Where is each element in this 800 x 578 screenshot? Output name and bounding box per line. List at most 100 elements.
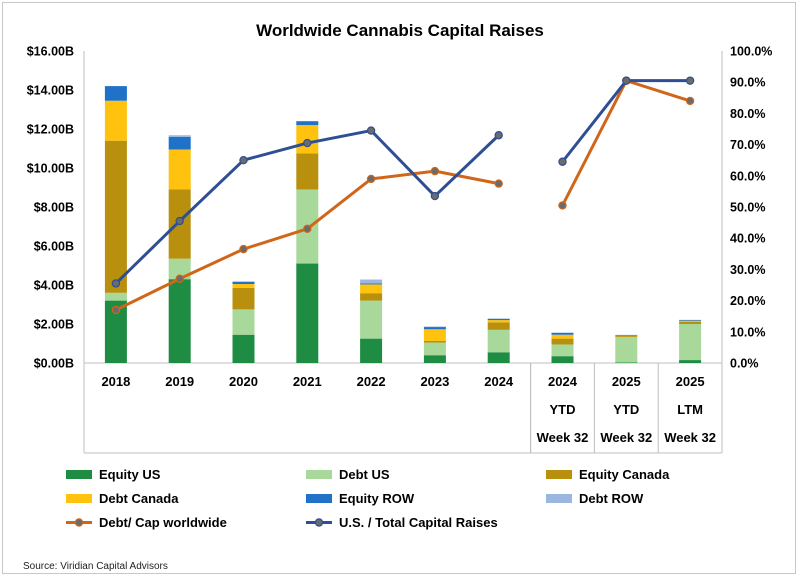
bar-segment [168,135,191,137]
x-tick-label: LTM [677,402,703,417]
series-marker [303,138,312,148]
series-marker [558,157,567,166]
bar-segment [551,332,574,335]
y-right-tick-label: 80.0% [730,107,765,121]
x-tick-label: 2018 [101,374,130,389]
bar-segment [232,281,255,285]
y-left-tick-label: $2.00B [34,318,74,332]
bar-segment [679,324,702,361]
series-marker [239,155,248,165]
bar-segment [168,136,191,150]
bar-segment [296,153,319,190]
bar-segment [104,100,127,141]
x-tick-label: 2023 [420,374,449,389]
x-tick-label: 2024 [548,374,578,389]
bar-segment [232,309,255,335]
y-right-tick-label: 90.0% [730,76,765,90]
legend-label: Equity ROW [339,491,415,506]
y-right-tick-label: 40.0% [730,232,765,246]
y-right-tick-label: 10.0% [730,325,765,339]
bar-segment [423,355,446,363]
legend-swatch [546,494,572,503]
bar-segment [104,86,127,101]
series-marker [239,244,248,254]
bar-segment [487,329,510,353]
series-marker [430,191,440,201]
bar-segment [360,293,383,301]
x-tick-label: YTD [613,402,639,417]
x-tick-label: 2024 [484,374,514,389]
bar-segment [296,121,319,126]
bar-segment [679,321,702,324]
bar-segment [551,356,574,363]
bar-segment [423,326,446,330]
y-right-tick-label: 20.0% [730,294,765,308]
legend-swatch [66,470,92,479]
bar-segment [232,284,255,288]
chart-title: Worldwide Cannabis Capital Raises [256,21,544,40]
bar-segment [487,320,510,323]
series-marker [303,224,312,234]
y-left-tick-label: $10.00B [27,162,74,176]
series-marker [111,279,121,288]
y-right-tick-label: 100.0% [730,45,772,59]
y-right-tick-label: 70.0% [730,138,765,152]
series-line [114,79,691,285]
series-marker [494,131,503,140]
legend-label: Debt ROW [579,491,644,506]
y-left-tick-label: $16.00B [27,45,74,59]
y-left-tick-label: $0.00B [34,357,74,371]
series-marker [111,305,121,315]
series-marker [430,166,440,176]
source-note: Source: Viridian Capital Advisors [23,561,168,572]
y-left-tick-label: $12.00B [27,123,74,137]
y-left-tick-label: $14.00B [27,84,74,98]
bar-segment [296,263,319,363]
bar-segment [360,338,383,363]
y-left-tick-label: $4.00B [34,279,74,293]
legend-label: Debt/ Cap worldwide [99,515,227,530]
bar-segment [104,300,127,363]
bar-segment [615,336,638,338]
legend-label: Equity US [99,467,161,482]
bar-segment [487,322,510,330]
x-tick-label: 2021 [293,374,322,389]
series-marker [622,76,631,85]
legend-label: Equity Canada [579,467,670,482]
series-marker [494,179,503,188]
x-tick-label: 2025 [612,374,641,389]
bar-segment [487,352,510,363]
bar-segment [360,284,383,294]
bar-segment [615,337,638,363]
bar-segment [104,140,127,293]
legend-marker [314,518,324,527]
bar-segment [423,340,446,343]
x-tick-label: Week 32 [664,430,716,445]
x-tick-label: 2020 [229,374,258,389]
y-right-tick-label: 0.0% [730,357,759,371]
bar-segment [551,344,574,357]
series-marker [366,126,376,135]
bar-segment [615,334,638,336]
bar-segment [360,279,383,284]
series-line [115,79,691,312]
x-tick-label: 2019 [165,374,194,389]
bar-segment [679,360,702,363]
bar-segment [232,287,255,310]
y-right-tick-label: 30.0% [730,263,765,277]
series-marker [175,216,184,226]
x-tick-label: Week 32 [600,430,652,445]
series-marker [558,201,567,210]
bar-segment [615,362,638,364]
x-tick-label: Week 32 [537,430,589,445]
bar-segment [551,334,574,339]
y-right-tick-label: 60.0% [730,169,765,183]
legend-marker [74,518,84,527]
legend-swatch [546,470,572,479]
y-left-tick-label: $6.00B [34,240,74,254]
bar-segment [168,258,191,280]
series-marker [175,274,184,283]
legend-label: U.S. / Total Capital Raises [339,515,498,530]
legend-label: Debt US [339,467,390,482]
